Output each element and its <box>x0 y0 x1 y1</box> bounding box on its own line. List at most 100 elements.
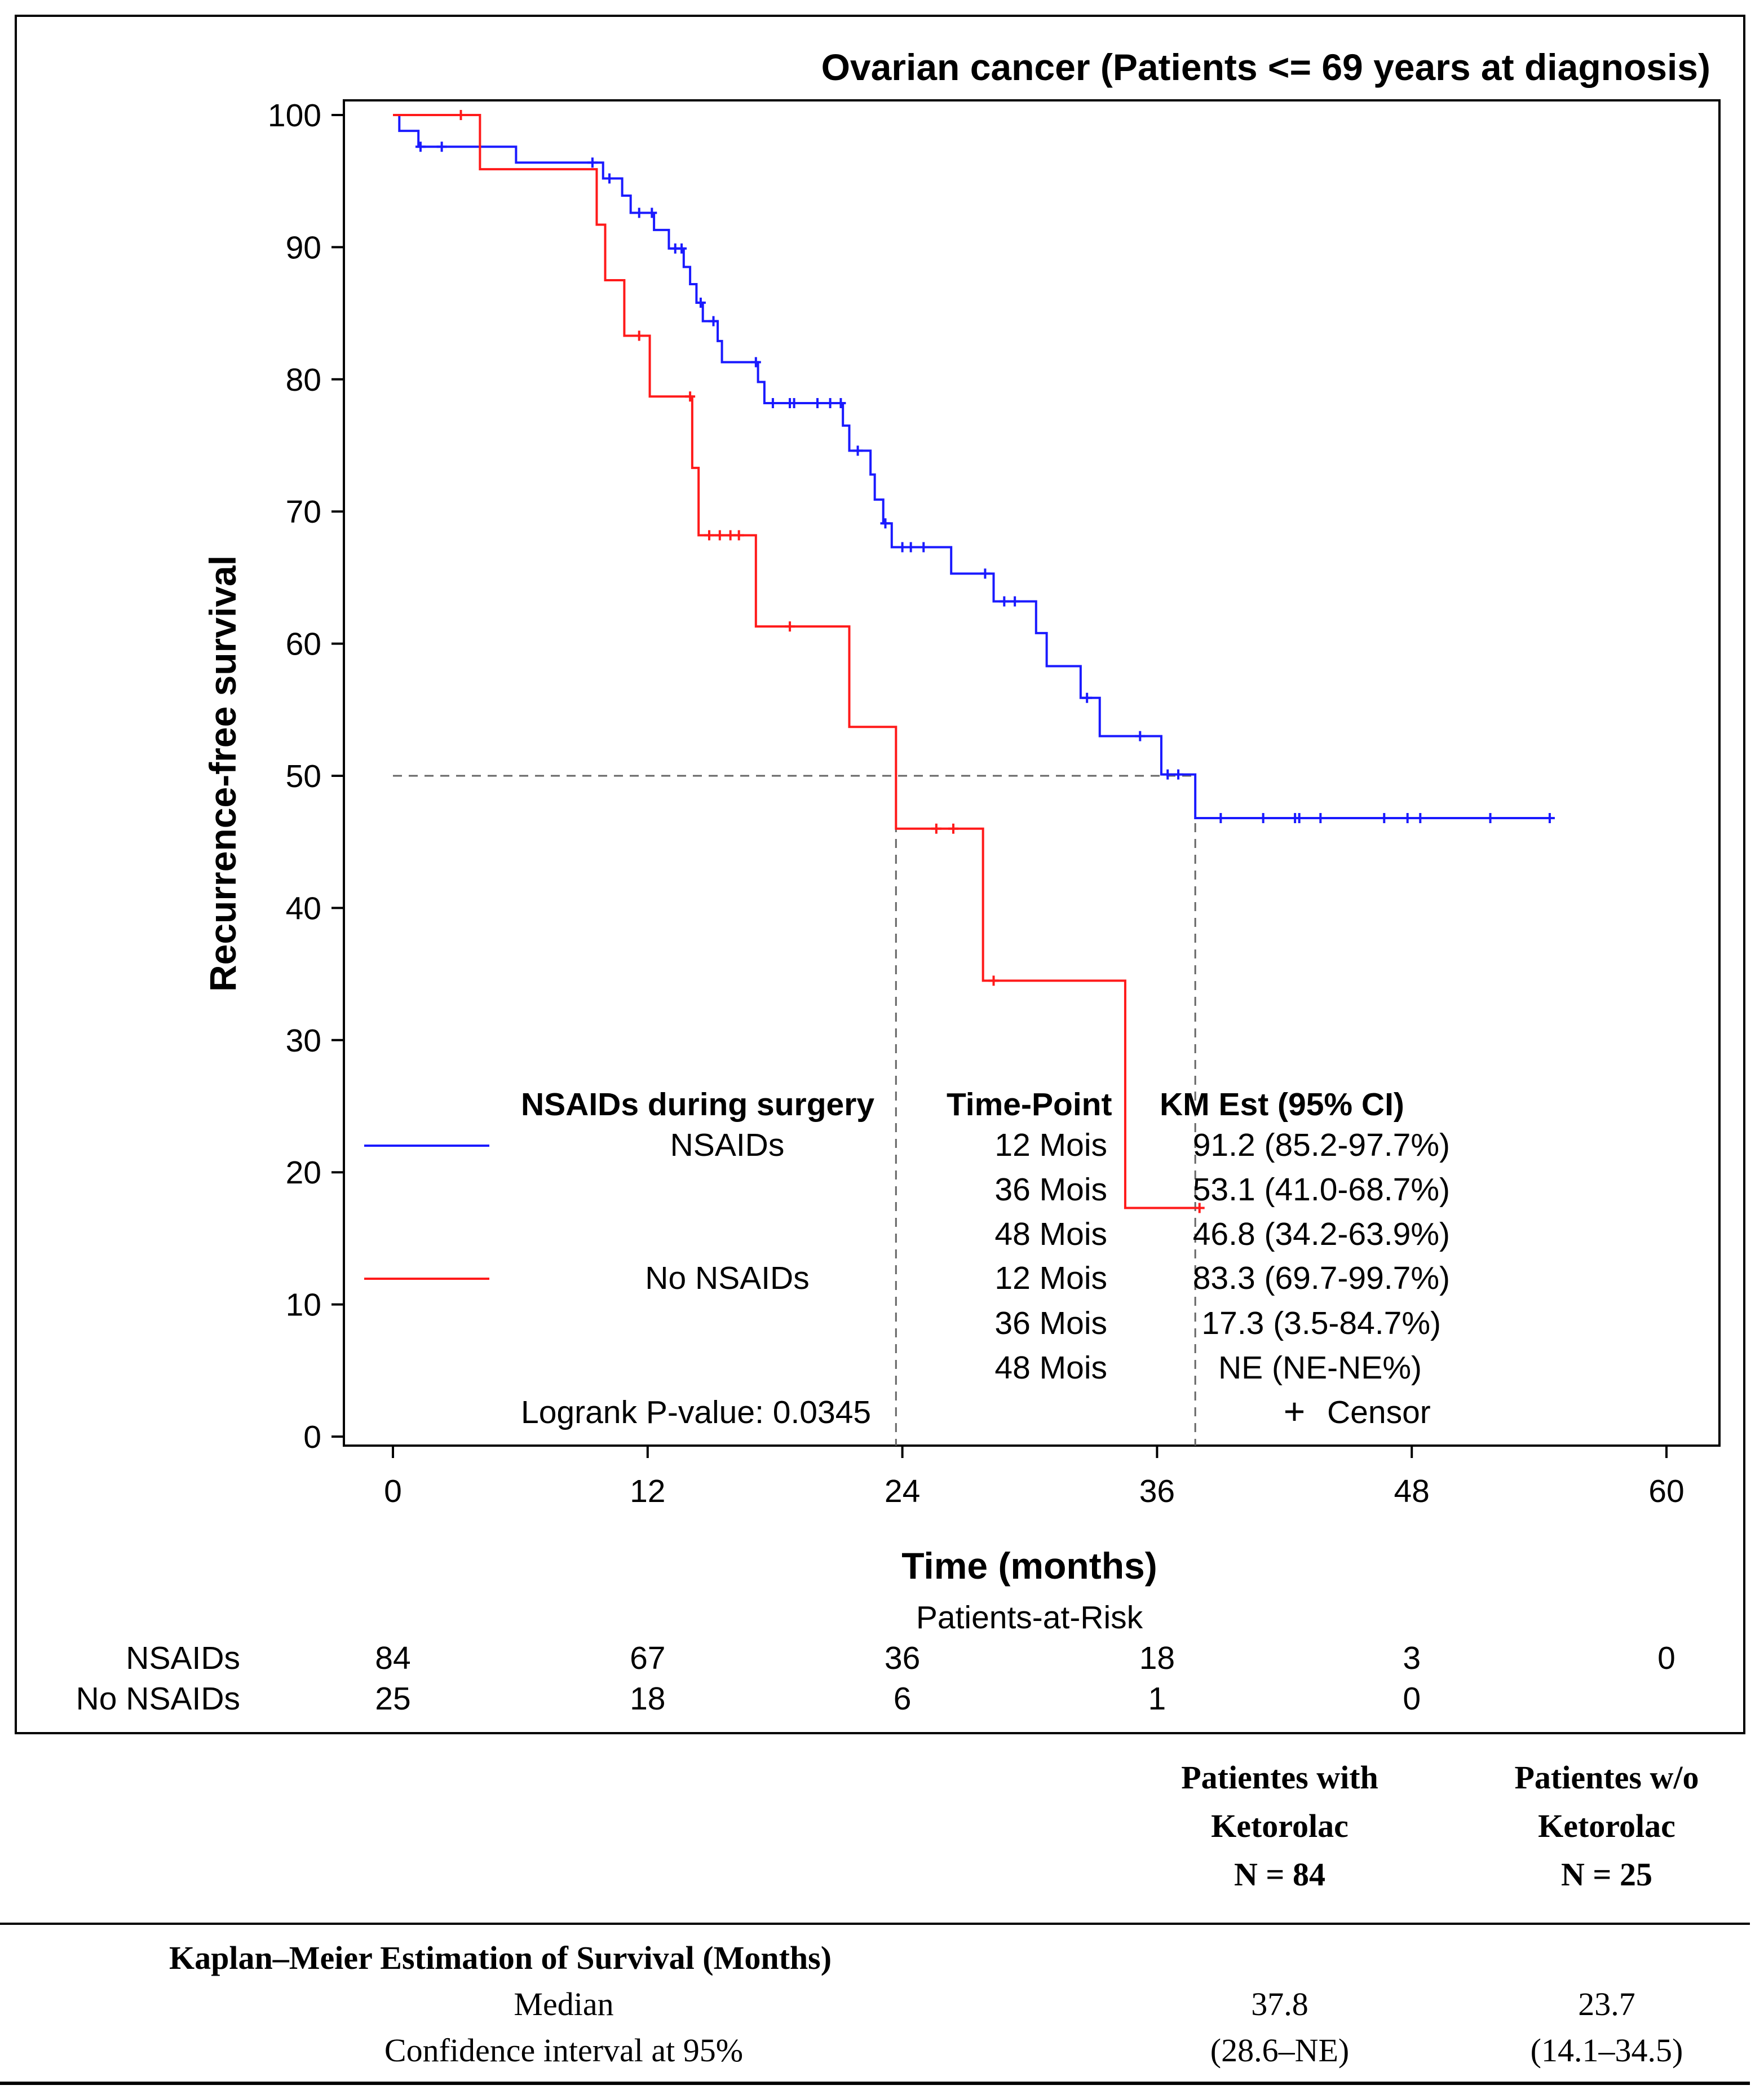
at-risk-count: 25 <box>375 1681 410 1717</box>
table-bottom-rule <box>0 2082 1750 2085</box>
censor-mark-nsaids <box>647 207 657 218</box>
survival-summary-table: Patientes with Ketorolac N = 84 Patiente… <box>0 1753 1764 2094</box>
at-risk-count: 1 <box>1148 1681 1166 1717</box>
censor-mark-nsaids <box>905 542 916 553</box>
km-estimate-no-nsaids-48: NE (NE-NE%) <box>1218 1350 1422 1386</box>
censor-mark-nsaids <box>897 542 908 553</box>
at-risk-count: 67 <box>630 1640 665 1676</box>
plot-area <box>343 99 1721 1447</box>
x-tick-label: 0 <box>384 1473 402 1509</box>
at-risk-label-no-nsaids: No NSAIDs <box>76 1681 240 1717</box>
km-timepoint-no-nsaids-12: 12 Mois <box>994 1260 1107 1296</box>
y-tick-label: 60 <box>286 626 321 662</box>
chart-title: Ovarian cancer (Patients <= 69 years at … <box>821 46 1710 88</box>
censor-mark-nsaids <box>980 568 991 579</box>
censor-mark-nsaids <box>1162 769 1173 780</box>
censor-mark-nsaids <box>1315 813 1326 824</box>
censor-mark-no-nsaids <box>634 330 644 341</box>
at-risk-title: Patients-at-Risk <box>916 1600 1143 1636</box>
censor-mark-nsaids <box>789 397 799 408</box>
y-tick-label: 100 <box>268 98 321 134</box>
censor-mark-nsaids <box>1173 769 1184 780</box>
y-tick-label: 20 <box>286 1155 321 1191</box>
censor-mark-nsaids <box>767 397 778 408</box>
x-axis-label: Time (months) <box>901 1545 1157 1587</box>
censor-mark-nsaids <box>1294 813 1305 824</box>
x-tick-label: 36 <box>1139 1473 1175 1509</box>
logrank-pvalue: Logrank P-value: 0.0345 <box>521 1394 871 1430</box>
censor-mark-no-nsaids <box>1194 1203 1205 1213</box>
col-header-with-line2: Ketorolac <box>1211 1808 1349 1844</box>
y-axis-label: Recurrence-free survival <box>202 555 244 992</box>
col-header-without-line3: N = 25 <box>1561 1856 1652 1893</box>
censor-mark-nsaids <box>604 173 615 184</box>
at-risk-count: 18 <box>1139 1640 1175 1676</box>
km-timepoint-no-nsaids-36: 36 Mois <box>994 1305 1107 1341</box>
km-timepoint-nsaids-48: 48 Mois <box>994 1216 1107 1252</box>
legend-header-km-estimate: KM Est (95% CI) <box>1160 1086 1404 1123</box>
censor-mark-nsaids <box>999 596 1010 607</box>
censor-mark-no-nsaids <box>456 110 466 120</box>
at-risk-count: 0 <box>1403 1681 1421 1717</box>
row-median-with: 37.8 <box>1251 1986 1308 2022</box>
censor-mark-nsaids <box>852 445 863 456</box>
km-estimate-no-nsaids-12: 83.3 (69.7-99.7%) <box>1193 1260 1450 1296</box>
censor-mark-nsaids <box>880 518 891 529</box>
table-header-rule <box>0 1923 1750 1925</box>
row-ci-with: (28.6–NE) <box>1210 2032 1350 2069</box>
col-header-without-line1: Patientes w/o <box>1514 1759 1699 1796</box>
censor-mark-nsaids <box>436 142 447 152</box>
censor-mark-nsaids <box>1485 813 1496 824</box>
km-chart: Ovarian cancer (Patients <= 69 years at … <box>76 46 1721 1717</box>
row-median-without: 23.7 <box>1578 1986 1635 2022</box>
y-tick-label: 30 <box>286 1023 321 1059</box>
km-figure-frame <box>15 15 1745 1734</box>
y-tick-label: 10 <box>286 1287 321 1323</box>
censor-mark-no-nsaids <box>714 530 725 541</box>
legend-label-nsaids: NSAIDs <box>670 1127 785 1163</box>
censor-mark-no-nsaids <box>685 391 696 402</box>
at-risk-count: 18 <box>630 1681 665 1717</box>
censor-mark-no-nsaids <box>948 823 958 834</box>
censor-mark-nsaids <box>835 397 846 408</box>
legend-label-no-nsaids: No NSAIDs <box>645 1260 809 1296</box>
at-risk-count: 84 <box>375 1640 410 1676</box>
col-header-with-line3: N = 84 <box>1234 1856 1325 1893</box>
censor-mark-no-nsaids <box>785 621 795 632</box>
col-header-with-line1: Patientes with <box>1181 1759 1378 1796</box>
y-tick-label: 50 <box>286 758 321 794</box>
censor-mark-no-nsaids <box>733 530 744 541</box>
km-curve-no-nsaids <box>393 114 1200 1209</box>
km-timepoint-nsaids-36: 36 Mois <box>994 1172 1107 1208</box>
y-tick-label: 70 <box>286 494 321 530</box>
censor-mark-nsaids <box>695 297 706 308</box>
censor-mark-nsaids <box>1082 692 1093 703</box>
y-tick-label: 40 <box>286 890 321 926</box>
table-section-title: Kaplan–Meier Estimation of Survival (Mon… <box>169 1940 832 1976</box>
at-risk-count: 6 <box>894 1681 912 1717</box>
at-risk-count: 36 <box>885 1640 920 1676</box>
censor-mark-nsaids <box>415 142 426 152</box>
legend-header-timepoint: Time-Point <box>947 1086 1112 1123</box>
legend-header-group: NSAIDs during surgery <box>521 1086 874 1123</box>
censor-mark-nsaids <box>677 243 687 254</box>
censor-mark-nsaids <box>1135 731 1146 741</box>
y-tick-label: 80 <box>286 362 321 398</box>
censor-legend-symbol: + <box>1284 1390 1306 1432</box>
censor-mark-nsaids <box>825 397 835 408</box>
km-estimate-no-nsaids-36: 17.3 (3.5-84.7%) <box>1201 1305 1441 1341</box>
censor-mark-nsaids <box>1415 813 1426 824</box>
row-ci-label: Confidence interval at 95% <box>384 2032 744 2069</box>
row-ci-without: (14.1–34.5) <box>1530 2032 1683 2069</box>
row-median-label: Median <box>514 1986 614 2022</box>
censor-mark-no-nsaids <box>725 530 736 541</box>
y-tick-label: 90 <box>286 229 321 266</box>
censor-mark-nsaids <box>750 357 761 368</box>
col-header-without-line2: Ketorolac <box>1538 1808 1675 1844</box>
censor-mark-nsaids <box>1379 813 1390 824</box>
censor-mark-no-nsaids <box>931 823 941 834</box>
km-timepoint-nsaids-12: 12 Mois <box>994 1127 1107 1163</box>
censor-mark-no-nsaids <box>704 530 714 541</box>
y-tick-label: 0 <box>303 1419 321 1455</box>
km-estimate-nsaids-36: 53.1 (41.0-68.7%) <box>1193 1172 1450 1208</box>
